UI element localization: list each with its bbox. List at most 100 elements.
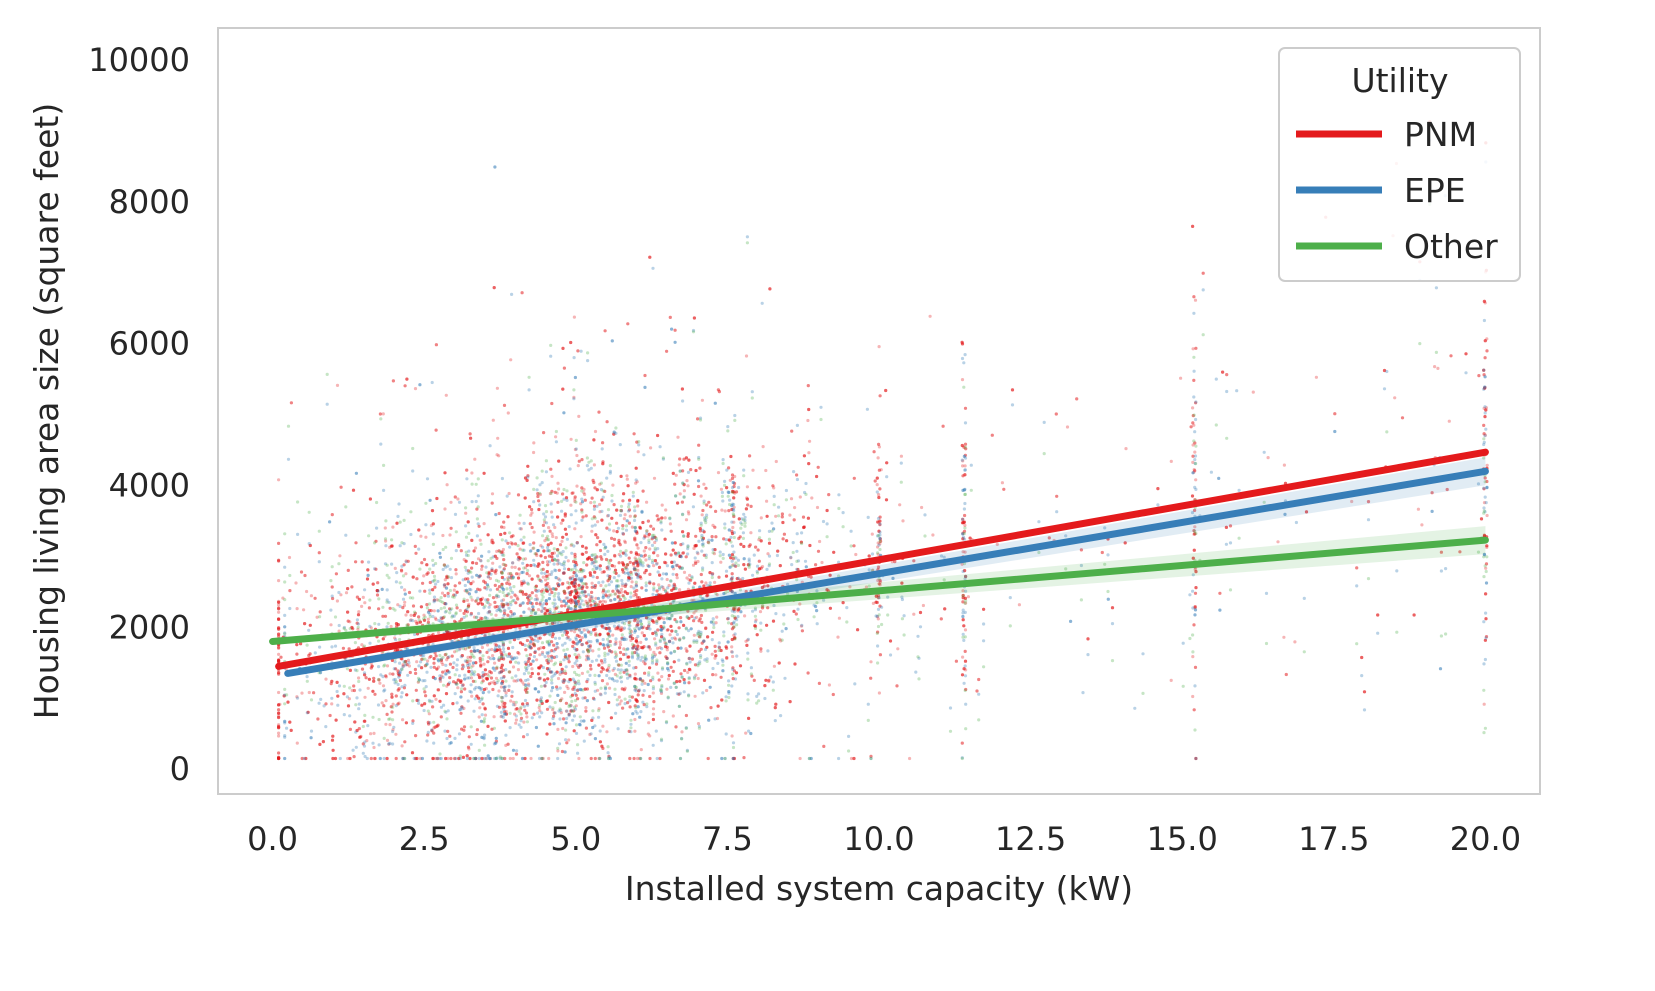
scatter-point: [1191, 655, 1195, 659]
scatter-point: [656, 671, 660, 675]
scatter-point: [743, 614, 747, 618]
scatter-point: [626, 484, 630, 488]
scatter-point: [794, 612, 798, 616]
scatter-point: [500, 575, 504, 580]
scatter-point: [523, 557, 528, 561]
scatter-point: [878, 487, 882, 491]
scatter-point: [346, 756, 350, 761]
scatter-point: [1464, 352, 1468, 356]
scatter-point: [869, 676, 873, 680]
scatter-point: [541, 523, 546, 528]
scatter-point: [432, 657, 436, 661]
scatter-point: [506, 515, 510, 519]
scatter-point: [488, 603, 492, 607]
scatter-point: [512, 700, 516, 704]
scatter-point: [518, 547, 522, 551]
scatter-point: [642, 555, 646, 559]
scatter-point: [635, 699, 639, 704]
scatter-point: [714, 654, 718, 658]
scatter-point: [414, 551, 418, 555]
scatter-point: [443, 669, 448, 673]
scatter-point: [431, 756, 435, 761]
scatter-point: [780, 512, 785, 516]
scatter-point: [658, 651, 662, 655]
scatter-point: [556, 548, 560, 552]
scatter-point: [727, 509, 731, 513]
scatter-point: [720, 508, 724, 512]
scatter-point: [330, 738, 335, 742]
scatter-point: [600, 661, 604, 665]
scatter-point: [598, 548, 603, 553]
scatter-point: [757, 538, 761, 542]
scatter-point: [681, 530, 685, 534]
scatter-point: [864, 585, 869, 589]
scatter-point: [591, 649, 595, 653]
scatter-point: [400, 569, 404, 573]
scatter-point: [330, 513, 334, 517]
scatter-point: [277, 541, 281, 546]
scatter-point: [694, 609, 698, 613]
scatter-point: [569, 703, 573, 708]
scatter-point: [631, 563, 636, 567]
scatter-point: [466, 745, 471, 749]
scatter-point: [1193, 450, 1197, 454]
scatter-point: [634, 637, 638, 641]
scatter-point: [497, 454, 501, 458]
scatter-point: [390, 692, 394, 696]
scatter-point: [487, 655, 491, 659]
scatter-point: [372, 731, 376, 736]
scatter-point: [636, 498, 640, 503]
scatter-point: [651, 631, 655, 636]
scatter-point: [694, 543, 698, 548]
scatter-point: [640, 631, 644, 635]
scatter-point: [543, 612, 547, 616]
scatter-point: [543, 520, 547, 524]
scatter-point: [619, 627, 623, 631]
scatter-point: [668, 315, 672, 319]
scatter-point: [964, 601, 968, 605]
scatter-point: [622, 647, 626, 651]
scatter-point: [339, 593, 343, 597]
scatter-point: [277, 690, 281, 695]
scatter-point: [1124, 447, 1128, 451]
scatter-point: [692, 316, 697, 320]
scatter-point: [596, 688, 600, 692]
scatter-point: [438, 679, 443, 684]
scatter-point: [977, 677, 981, 682]
scatter-point: [1420, 523, 1424, 527]
scatter-point: [590, 496, 594, 500]
scatter-point: [363, 601, 367, 605]
scatter-point: [481, 596, 485, 600]
scatter-point: [744, 354, 749, 358]
scatter-point: [884, 498, 889, 502]
scatter-point: [432, 657, 436, 661]
scatter-point: [594, 533, 598, 537]
scatter-point: [697, 443, 701, 447]
scatter-point: [415, 660, 419, 664]
scatter-point: [597, 663, 601, 667]
scatter-point: [622, 517, 627, 521]
scatter-point: [598, 642, 602, 646]
scatter-point: [537, 507, 541, 512]
scatter-point: [1251, 390, 1255, 394]
scatter-point: [478, 674, 482, 678]
scatter-point: [686, 670, 690, 675]
scatter-point: [793, 662, 797, 666]
scatter-point: [876, 456, 880, 460]
scatter-point: [485, 677, 489, 681]
scatter-point: [961, 593, 965, 598]
scatter-point: [644, 558, 648, 562]
scatter-point: [411, 575, 415, 579]
scatter-point: [498, 648, 502, 652]
scatter-point: [964, 668, 968, 672]
scatter-point: [585, 585, 589, 589]
scatter-point: [358, 735, 362, 739]
scatter-point: [499, 685, 503, 689]
scatter-point: [774, 514, 778, 518]
scatter-point: [511, 756, 515, 761]
scatter-point: [562, 366, 567, 370]
scatter-point: [304, 756, 308, 761]
scatter-point: [511, 534, 515, 538]
scatter-point: [541, 575, 545, 579]
scatter-point: [409, 613, 413, 617]
